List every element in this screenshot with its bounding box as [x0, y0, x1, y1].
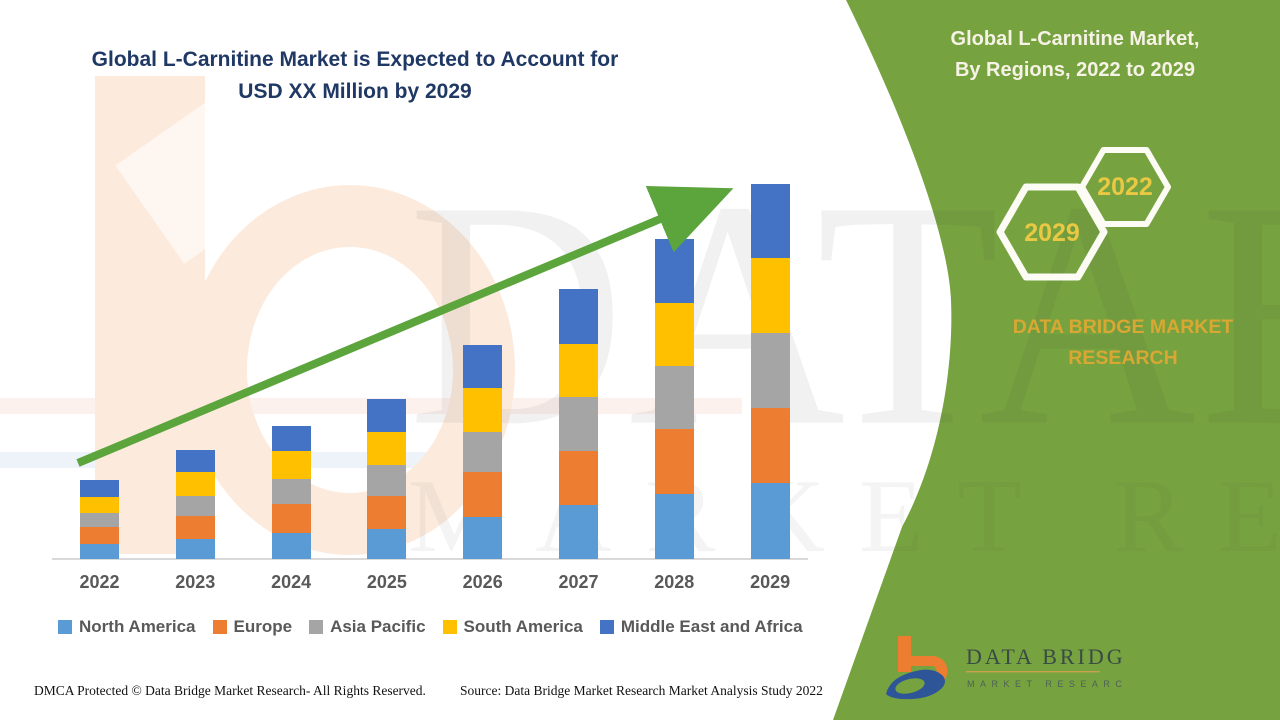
bar-segment-2024-north-america	[271, 533, 311, 559]
bar-segment-2022-north-america	[80, 544, 119, 559]
bar-segment-2023-middle-east-and-africa	[175, 450, 215, 472]
bar-segment-2024-middle-east-and-africa	[271, 426, 311, 451]
legend-swatch-icon	[58, 620, 72, 634]
bar-segment-2028-south-america	[654, 303, 694, 366]
x-axis-label-2022: 2022	[79, 572, 120, 592]
chart-title-line1: Global L-Carnitine Market is Expected to…	[91, 48, 619, 71]
legend-label: Europe	[233, 617, 293, 636]
legend-label: North America	[79, 617, 196, 636]
bar-segment-2028-asia-pacific	[654, 366, 694, 429]
year-hexagons: 2022 2029	[996, 147, 1171, 281]
legend-label: Asia Pacific	[330, 617, 426, 636]
logo-name: DATA BRIDGE	[966, 644, 1124, 669]
bar-segment-2023-asia-pacific	[175, 496, 215, 516]
legend-item-middle-east-and-africa: Middle East and Africa	[599, 617, 803, 637]
bar-segment-2026-middle-east-and-africa	[463, 345, 503, 388]
bar-segment-2027-asia-pacific	[559, 397, 598, 451]
bar-segment-2029-asia-pacific	[750, 333, 790, 408]
watermark-tagline-text: MARKET RESEARCH	[408, 457, 1280, 574]
panel-title-line2: By Regions, 2022 to 2029	[954, 59, 1196, 81]
bar-segment-2029-europe	[750, 408, 790, 483]
legend-label: South America	[463, 617, 583, 636]
legend-item-south-america: South America	[442, 617, 583, 637]
hexagon-2022-label: 2022	[1097, 173, 1153, 201]
legend-label: Middle East and Africa	[620, 617, 803, 636]
chart-title-line2: USD XX Million by 2029	[238, 80, 472, 103]
bar-segment-2026-north-america	[463, 517, 503, 559]
bar-2025	[367, 399, 407, 559]
bar-segment-2023-south-america	[175, 472, 215, 496]
x-axis-label-2025: 2025	[366, 572, 407, 592]
bar-2027	[559, 289, 598, 559]
legend-swatch-icon	[442, 620, 457, 634]
bar-segment-2024-south-america	[271, 451, 311, 479]
logo-underline	[966, 671, 1100, 673]
bar-segment-2022-europe	[80, 527, 119, 544]
bar-2022	[80, 480, 119, 559]
legend-swatch-icon	[599, 620, 614, 634]
bar-segment-2026-europe	[463, 472, 503, 517]
bar-segment-2026-asia-pacific	[463, 432, 503, 472]
legend-item-asia-pacific: Asia Pacific	[309, 617, 426, 637]
bar-2026	[463, 345, 503, 559]
x-axis-label-2023: 2023	[175, 572, 216, 592]
stacked-bar-plot: 2022 2023 2024 2025 2026 2027 2028 2029	[52, 184, 808, 592]
bar-segment-2029-north-america	[750, 483, 790, 559]
bar-segment-2028-europe	[654, 429, 694, 494]
footer-source: Source: Data Bridge Market Research Mark…	[460, 683, 823, 698]
panel-brand-line1: DATA BRIDGE MARKET	[1012, 316, 1234, 338]
bar-segment-2023-europe	[175, 516, 215, 539]
bar-segment-2027-north-america	[559, 505, 598, 559]
bar-segment-2027-middle-east-and-africa	[559, 289, 598, 344]
bar-segment-2029-south-america	[750, 258, 790, 333]
x-axis-label-2026: 2026	[462, 572, 503, 592]
bar-2023	[175, 450, 215, 559]
panel-brand-text: DATA BRIDGE MARKET RESEARCH	[1000, 312, 1246, 374]
hexagon-2029: 2029	[996, 183, 1108, 281]
bar-segment-2029-middle-east-and-africa	[750, 184, 790, 258]
bar-segment-2027-europe	[559, 451, 598, 505]
legend-swatch-icon	[309, 620, 324, 634]
panel-brand-line2: RESEARCH	[1068, 347, 1178, 369]
chart-title: Global L-Carnitine Market is Expected to…	[30, 44, 680, 108]
hexagon-2029-label: 2029	[1024, 219, 1080, 247]
bar-segment-2025-asia-pacific	[367, 465, 407, 496]
x-axis-label-2028: 2028	[654, 572, 695, 592]
chart-legend: North America Europe Asia Pacific South Ame…	[58, 617, 803, 637]
bar-segment-2027-south-america	[559, 344, 598, 397]
legend-swatch-icon	[212, 620, 227, 634]
bar-2028	[654, 239, 694, 559]
bar-segment-2024-europe	[271, 504, 311, 533]
bar-segment-2024-asia-pacific	[271, 479, 311, 504]
x-axis-line	[52, 558, 808, 560]
bar-segment-2022-asia-pacific	[80, 513, 119, 527]
bar-segment-2022-middle-east-and-africa	[80, 480, 119, 497]
bar-segment-2025-middle-east-and-africa	[367, 399, 407, 432]
legend-item-north-america: North America	[58, 617, 196, 637]
bar-segment-2022-south-america	[80, 497, 119, 513]
x-axis-label-2024: 2024	[271, 572, 312, 592]
panel-title: Global L-Carnitine Market, By Regions, 2…	[930, 24, 1220, 86]
x-axis-label-2027: 2027	[558, 572, 599, 592]
bar-segment-2025-europe	[367, 496, 407, 529]
bar-segment-2025-north-america	[367, 529, 407, 559]
panel-title-line1: Global L-Carnitine Market,	[950, 28, 1200, 50]
logo-tagline: MARKET RESEARCH	[967, 679, 1124, 689]
bar-segment-2023-north-america	[175, 539, 215, 559]
hexagon-2022: 2022	[1079, 147, 1171, 227]
bar-segment-2026-south-america	[463, 388, 503, 432]
legend-item-europe: Europe	[212, 617, 293, 637]
x-axis-label-2029: 2029	[750, 572, 791, 592]
bar-segment-2028-north-america	[654, 494, 694, 559]
bar-2024	[271, 426, 311, 559]
bar-2029	[750, 184, 790, 559]
bar-segment-2025-south-america	[367, 432, 407, 465]
logo-b-icon	[886, 636, 948, 700]
company-logo: DATA BRIDGE MARKET RESEARCH	[886, 636, 1124, 700]
footer-copyright: DMCA Protected © Data Bridge Market Rese…	[34, 683, 426, 698]
